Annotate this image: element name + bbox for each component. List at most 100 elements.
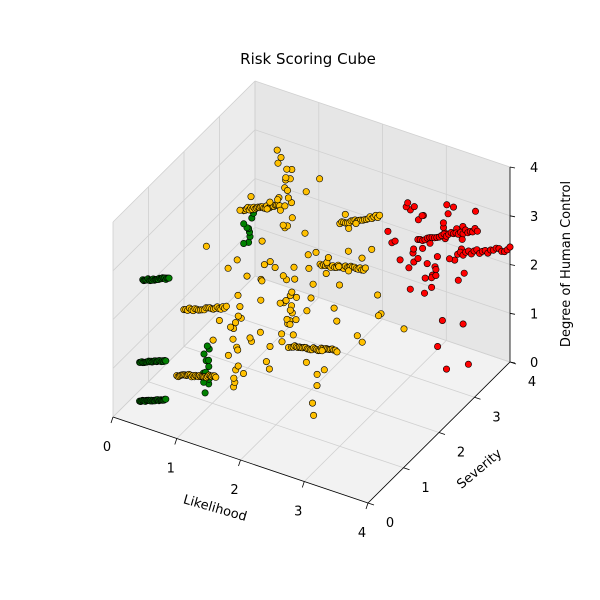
data-point-orange xyxy=(344,247,352,255)
data-point-orange xyxy=(324,254,332,262)
data-point-orange xyxy=(310,411,318,419)
data-point-orange xyxy=(376,211,384,219)
data-points xyxy=(136,146,514,419)
y-tick-label: 3 xyxy=(492,410,500,425)
x-tick-mark xyxy=(301,481,305,488)
data-point-orange xyxy=(292,293,300,301)
data-point-orange xyxy=(278,330,286,338)
data-point-orange xyxy=(274,159,282,167)
data-point-red xyxy=(445,255,453,263)
data-point-red xyxy=(410,245,418,253)
data-point-orange xyxy=(335,281,343,289)
data-point-orange xyxy=(266,198,274,206)
data-point-orange xyxy=(333,348,341,356)
data-point-orange xyxy=(234,312,242,320)
data-point-red xyxy=(432,265,440,273)
data-point-orange xyxy=(260,261,268,269)
data-point-orange xyxy=(400,325,408,333)
data-point-orange xyxy=(276,299,284,307)
data-point-red xyxy=(423,260,431,268)
data-point-red xyxy=(449,203,457,211)
data-point-orange xyxy=(361,264,369,272)
data-point-red xyxy=(464,360,472,368)
data-point-orange xyxy=(234,346,242,354)
data-point-red xyxy=(418,212,426,220)
y-tick-mark xyxy=(474,396,481,400)
data-point-orange xyxy=(288,214,296,222)
data-point-red xyxy=(460,269,468,277)
data-point-orange xyxy=(257,296,265,304)
data-point-orange xyxy=(286,306,294,314)
data-point-orange xyxy=(307,294,315,302)
data-point-orange xyxy=(243,272,251,280)
data-point-red xyxy=(442,365,450,373)
data-point-orange xyxy=(341,210,349,218)
data-point-orange xyxy=(222,302,230,310)
data-point-orange xyxy=(256,328,264,336)
data-point-orange xyxy=(283,165,291,173)
x-tick-label: 3 xyxy=(294,505,302,520)
axis-lines xyxy=(110,166,517,510)
data-point-red xyxy=(506,243,514,251)
data-point-red xyxy=(459,320,467,328)
data-point-orange xyxy=(246,334,254,342)
z-tick-label: 3 xyxy=(530,210,538,225)
data-point-orange xyxy=(333,317,341,325)
x-tick-mark xyxy=(110,416,114,424)
data-point-orange xyxy=(279,221,287,229)
data-point-red xyxy=(433,253,441,261)
left-grid-z xyxy=(112,129,256,272)
data-point-orange xyxy=(312,248,320,256)
data-point-orange xyxy=(291,275,299,283)
data-point-orange xyxy=(215,316,223,324)
data-point-orange xyxy=(309,280,317,288)
data-point-red xyxy=(414,255,422,263)
data-point-orange xyxy=(236,303,244,311)
y-tick-mark xyxy=(403,467,410,471)
data-point-orange xyxy=(230,374,238,382)
data-point-orange xyxy=(313,370,321,378)
y-tick-mark xyxy=(438,432,446,435)
data-point-orange xyxy=(233,256,241,264)
data-point-orange xyxy=(330,304,338,312)
data-point-orange xyxy=(304,251,312,259)
data-point-orange xyxy=(236,206,244,214)
data-point-orange xyxy=(224,264,232,272)
x-tick-label: 1 xyxy=(167,462,175,477)
data-point-orange xyxy=(277,154,285,162)
z-tick-label: 2 xyxy=(530,259,538,274)
z-tick-mark xyxy=(509,312,516,315)
data-point-green xyxy=(162,395,170,403)
data-point-orange xyxy=(374,312,382,320)
data-point-orange xyxy=(224,351,232,359)
data-point-red xyxy=(396,256,404,264)
data-point-orange xyxy=(282,174,290,182)
data-point-orange xyxy=(345,224,353,232)
data-point-green xyxy=(203,342,211,350)
z-tick-label: 4 xyxy=(530,161,538,176)
y-tick-mark xyxy=(367,502,375,506)
left-grid-z xyxy=(112,178,256,320)
z-tick-mark xyxy=(509,215,516,218)
data-point-orange xyxy=(305,264,313,272)
data-point-orange xyxy=(374,291,382,299)
data-point-red xyxy=(384,227,392,235)
tick-labels: 0 0 0 1 1 1 2 2 2 3 3 3 4 4 4 xyxy=(103,161,538,541)
x-tick-label: 0 xyxy=(103,440,111,455)
data-point-orange xyxy=(313,382,321,390)
data-point-orange xyxy=(358,254,366,262)
floor-grid-x xyxy=(304,340,447,482)
data-point-red xyxy=(444,210,452,218)
z-tick-mark xyxy=(509,264,516,266)
data-point-orange xyxy=(358,338,366,346)
back-grid-z xyxy=(254,80,511,168)
data-point-orange xyxy=(263,205,271,213)
data-point-orange xyxy=(273,146,281,154)
data-point-red xyxy=(434,342,442,350)
data-point-green xyxy=(162,357,170,365)
data-point-orange xyxy=(292,316,300,324)
data-point-red xyxy=(443,201,451,209)
y-tick-label: 2 xyxy=(457,446,465,461)
data-point-orange xyxy=(320,366,328,374)
